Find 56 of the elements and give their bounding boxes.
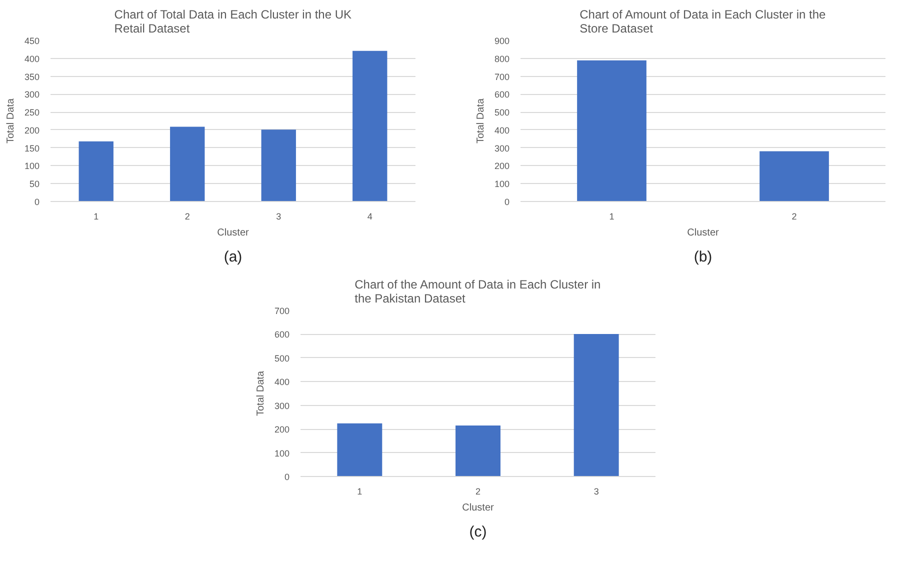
y-axis-title: Total Data: [475, 98, 486, 144]
x-tick-label: 4: [367, 212, 372, 222]
y-tick-label: 700: [494, 72, 510, 82]
y-tick-label: 300: [494, 143, 510, 154]
x-tick-label: 3: [594, 486, 599, 496]
text: (b): [694, 248, 712, 266]
y-tick-label: 200: [494, 161, 510, 172]
text: (c): [469, 524, 487, 540]
y-tick-label: 50: [29, 179, 40, 190]
y-tick-label: 150: [24, 143, 40, 154]
y-tick-label: 800: [494, 54, 510, 64]
y-tick-label: 200: [24, 125, 40, 136]
chart-title: Chart of Total Data in Each Cluster in the UK Retail Dataset: [114, 8, 352, 36]
chart-title: Chart of Amount of Data in Each Cluster in the Store Dataset: [580, 8, 826, 36]
y-axis-title: Total Data: [255, 370, 266, 416]
y-tick-label: 500: [494, 108, 510, 118]
text: (a): [224, 248, 242, 266]
chart-title: Chart of the Amount of Data in Each Cluster in the Pakistan Dataset: [354, 278, 601, 306]
y-tick-label: 0: [34, 197, 40, 207]
bar: [352, 50, 388, 202]
x-tick-label: 2: [475, 486, 481, 496]
y-tick-label: 400: [274, 377, 290, 388]
bar: [78, 141, 114, 202]
bar: [337, 423, 382, 476]
y-tick-label: 300: [274, 400, 290, 411]
x-axis-title: Cluster: [462, 502, 495, 514]
y-tick-label: 100: [274, 448, 290, 458]
y-axis-title: Total Data: [5, 98, 16, 144]
y-tick-label: 900: [494, 36, 510, 46]
x-tick-label: 3: [276, 212, 282, 222]
bar: [456, 426, 500, 476]
y-tick-label: 100: [494, 179, 510, 190]
x-tick-label: 1: [94, 212, 99, 222]
y-tick-label: 0: [284, 472, 290, 482]
y-tick-label: 600: [494, 90, 510, 100]
x-tick-label: 1: [357, 486, 362, 496]
bar: [574, 334, 619, 476]
y-tick-label: 600: [274, 330, 290, 340]
x-axis-title: Cluster: [687, 228, 720, 238]
x-axis-title: Cluster: [217, 228, 250, 238]
x-tick-label: 2: [792, 212, 797, 222]
bar: [170, 126, 205, 202]
x-tick-label: 1: [609, 212, 614, 222]
y-tick-label: 500: [274, 353, 290, 364]
y-tick-label: 200: [274, 424, 290, 435]
x-tick-label: 2: [184, 212, 190, 222]
y-tick-label: 0: [504, 197, 510, 207]
y-tick-label: 400: [24, 54, 40, 64]
y-tick-label: 250: [24, 108, 40, 118]
y-tick-label: 350: [24, 72, 40, 82]
y-tick-label: 400: [494, 125, 510, 136]
y-tick-label: 700: [274, 306, 290, 316]
y-tick-label: 300: [24, 90, 40, 100]
bar: [261, 130, 296, 202]
y-tick-label: 450: [24, 36, 40, 46]
y-tick-label: 100: [24, 161, 40, 172]
